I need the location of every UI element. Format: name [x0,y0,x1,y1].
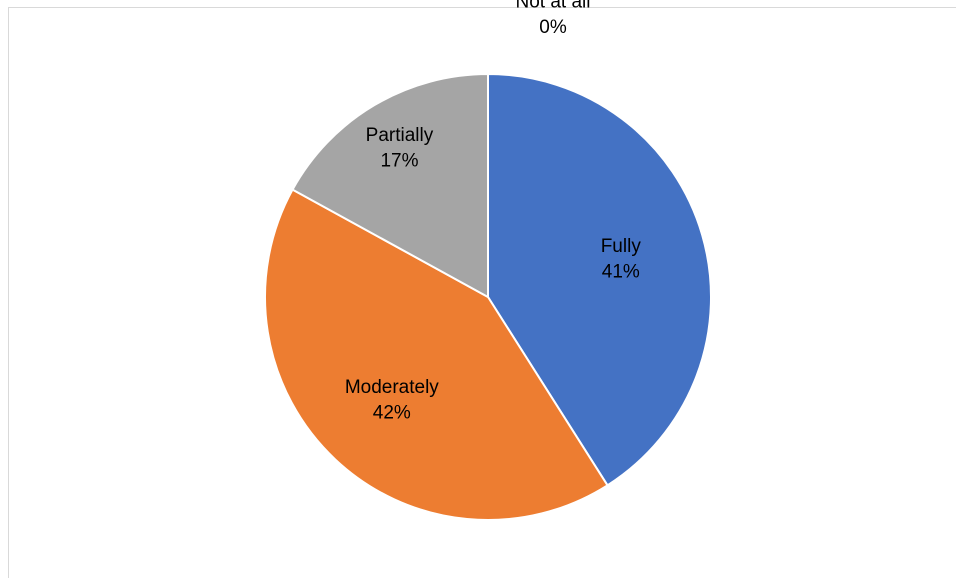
pie-labels: Fully 41% Moderately 42% Partially 17% Not at … [345,0,641,424]
pie-label-percent: 41% [602,262,640,283]
pie-label-partially: Partially 17% [366,125,434,172]
pie-slice-fully [487,72,712,487]
pie-slice-partially [291,72,489,299]
pie-label-moderately: Moderately 42% [345,377,439,424]
pie-label-category: Partially [366,125,434,146]
pie-slice-moderately [264,188,609,521]
pie-label-percent: 17% [380,151,418,172]
pie-label-fully: Fully 41% [601,236,642,283]
pie-label-category: Not at all [516,0,591,12]
pie-label-category: Moderately [345,377,439,398]
pie-slices [264,72,712,521]
pie-label-percent: 42% [373,403,411,424]
pie-label-not-at-all: Not at all 0% [516,0,591,38]
pie-label-category: Fully [601,236,642,257]
pie-label-percent: 0% [539,17,567,38]
